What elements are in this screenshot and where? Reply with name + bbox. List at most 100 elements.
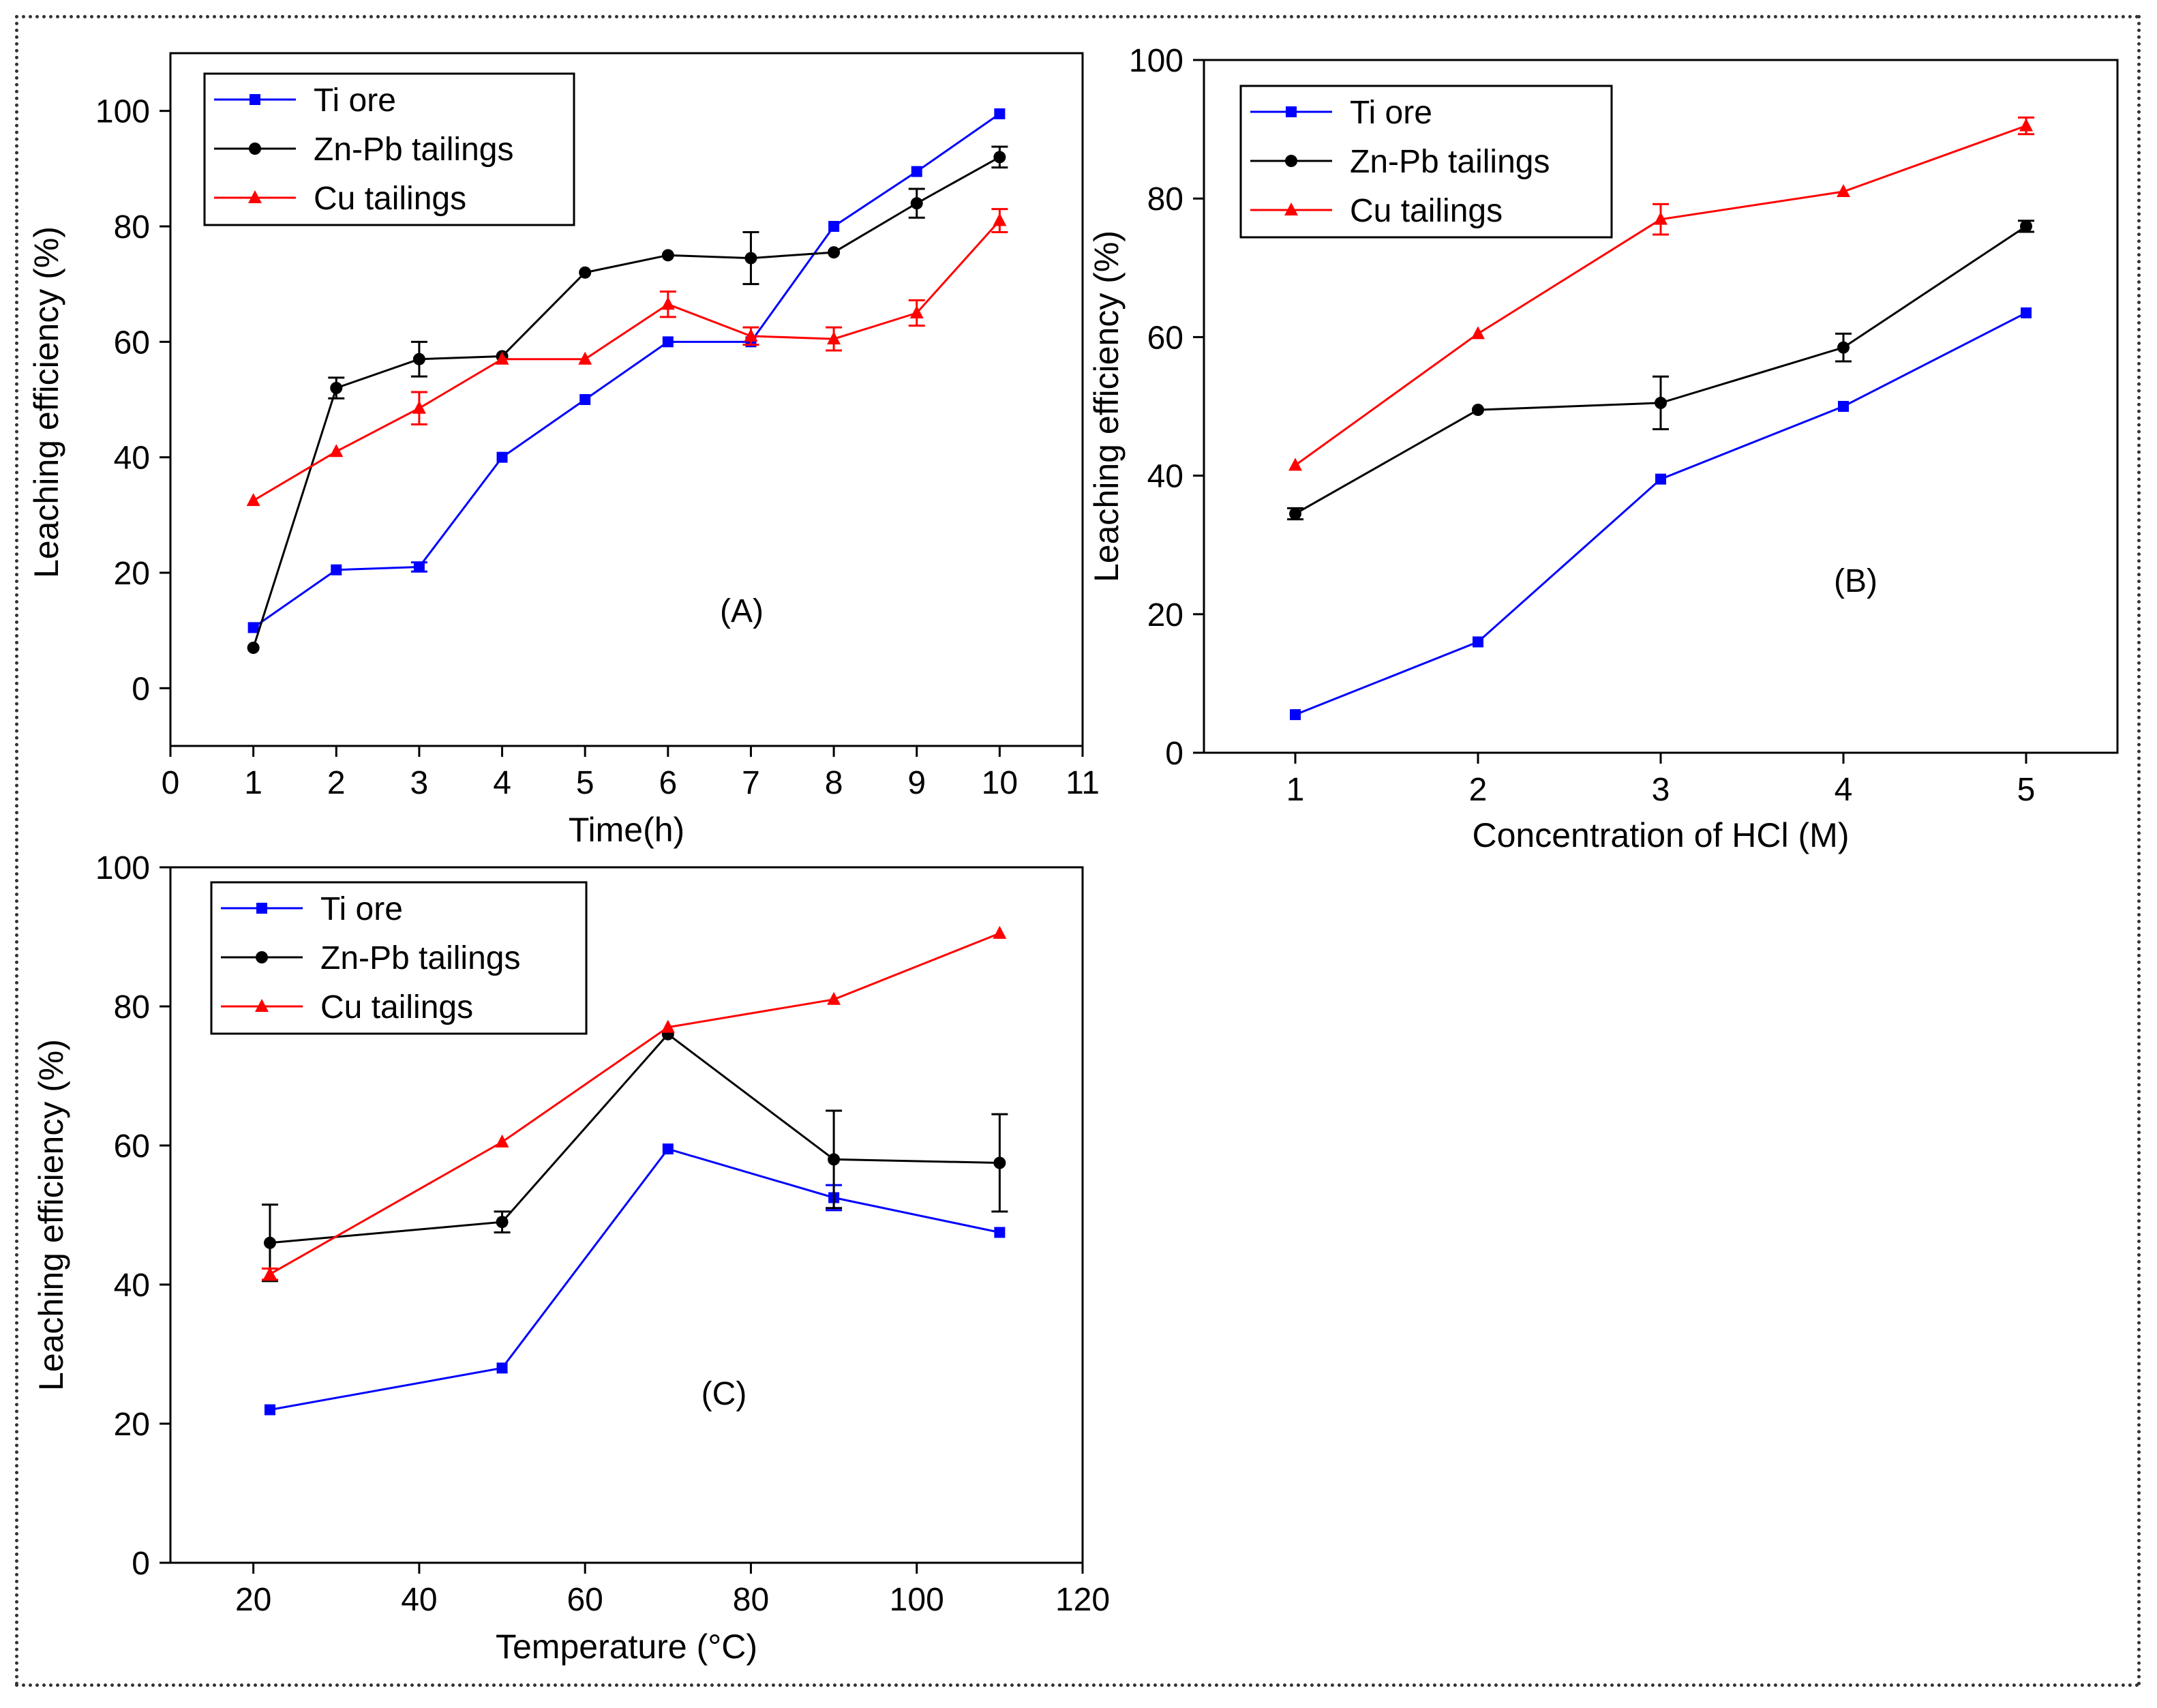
data-point: [911, 166, 922, 177]
y-tick-label: 20: [1147, 597, 1183, 633]
x-tick-label: 80: [733, 1582, 769, 1618]
legend-marker: [255, 999, 269, 1012]
data-point: [828, 246, 841, 259]
legend-marker: [1285, 155, 1297, 167]
x-axis-label: Time(h): [569, 811, 684, 849]
data-point: [661, 1019, 675, 1033]
x-axis-label: Temperature (°C): [496, 1628, 757, 1666]
legend-marker: [256, 951, 268, 963]
legend-entry: Cu tailings: [320, 989, 473, 1025]
y-tick-label: 40: [114, 1268, 150, 1304]
data-point: [1655, 473, 1666, 485]
data-point: [330, 382, 343, 395]
x-tick-label: 120: [1055, 1582, 1110, 1618]
data-point: [827, 331, 841, 345]
y-tick-label: 80: [114, 989, 150, 1025]
data-point: [496, 1216, 509, 1229]
y-tick-label: 100: [1129, 43, 1183, 79]
data-point: [744, 328, 758, 342]
data-point: [247, 642, 260, 655]
y-tick-label: 60: [114, 1128, 150, 1165]
plot-frame: [169, 52, 1084, 747]
data-point: [1289, 507, 1301, 520]
data-point: [412, 400, 426, 414]
data-point: [993, 925, 1007, 939]
data-point: [579, 266, 592, 279]
data-point: [1837, 184, 1850, 198]
data-point: [993, 213, 1007, 226]
legend-entry: Zn-Pb tailings: [1350, 144, 1550, 180]
legend-entry: Cu tailings: [314, 181, 466, 217]
x-tick-label: 8: [825, 765, 843, 801]
y-tick-label: 100: [95, 94, 150, 130]
x-tick-label: 40: [401, 1582, 437, 1618]
data-point: [993, 151, 1006, 164]
data-point: [662, 336, 674, 348]
data-point: [994, 1227, 1006, 1238]
data-point: [1654, 211, 1668, 225]
data-point: [662, 1143, 674, 1155]
x-tick-label: 5: [2017, 772, 2036, 808]
data-point: [578, 351, 592, 365]
plot-frame: [169, 866, 1084, 1564]
series-line: [269, 1148, 1000, 1411]
data-point: [412, 353, 425, 365]
data-point: [496, 451, 508, 463]
data-point: [1288, 458, 1302, 471]
data-point: [1290, 709, 1301, 721]
figure-frame: [15, 15, 2141, 1687]
legend-entry: Cu tailings: [1350, 193, 1503, 229]
panel-b-label: (B): [1834, 563, 1877, 599]
legend-entry: Ti ore: [320, 891, 403, 927]
data-point: [909, 305, 924, 318]
panel-c-label: (C): [702, 1376, 747, 1412]
y-tick-label: 20: [114, 556, 150, 592]
y-axis-label: Leaching efficiency (%): [1087, 230, 1126, 582]
data-point: [262, 1266, 277, 1280]
y-axis-label: Leaching efficiency (%): [32, 1039, 70, 1391]
panel-b: (B) 1 2 3 4 5 0 20 40 60 80 100 Concentration of HC…: [1087, 43, 2119, 854]
data-point: [994, 108, 1006, 119]
y-tick-label: 80: [1147, 181, 1183, 218]
legend-marker: [250, 94, 260, 105]
legend-entry: Ti ore: [314, 83, 396, 119]
x-tick-label: 9: [907, 765, 926, 801]
data-point: [329, 444, 344, 458]
x-tick-label: 4: [493, 765, 511, 801]
x-tick-label: 60: [567, 1582, 603, 1618]
data-point: [661, 297, 675, 310]
x-tick-label: 0: [162, 765, 180, 801]
panel-a: (A) 0 1 2 3 4 5 6 7 8 9 10 11 0 20 40 60 80 100 Time(h) Lea…: [27, 52, 1100, 849]
legend-marker: [256, 903, 267, 914]
y-tick-label: 80: [114, 209, 150, 245]
data-point: [1838, 401, 1849, 412]
y-axis-label: Leaching efficiency (%): [27, 226, 65, 578]
data-point: [2020, 220, 2032, 233]
data-point: [910, 197, 923, 210]
data-point: [331, 564, 342, 575]
data-point: [246, 493, 260, 507]
data-point: [1472, 404, 1484, 417]
legend-marker: [249, 143, 261, 155]
legend-marker: [248, 190, 262, 203]
data-point: [495, 1134, 509, 1148]
data-point: [744, 252, 757, 265]
y-tick-label: 0: [132, 671, 150, 707]
x-tick-label: 3: [1652, 772, 1670, 808]
data-point: [495, 351, 509, 365]
data-point: [993, 1156, 1006, 1169]
legend-marker: [1286, 106, 1297, 117]
x-tick-label: 1: [244, 765, 262, 801]
panel-a-label: (A): [720, 593, 764, 629]
legend-marker: [1284, 203, 1298, 215]
x-tick-label: 5: [576, 765, 594, 801]
data-point: [579, 394, 591, 405]
y-tick-label: 0: [132, 1546, 150, 1582]
data-point: [2021, 307, 2032, 318]
data-point: [1471, 326, 1485, 340]
x-tick-label: 100: [890, 1582, 944, 1618]
data-point: [1473, 636, 1483, 648]
data-point: [828, 1153, 841, 1166]
x-tick-label: 1: [1286, 772, 1305, 808]
